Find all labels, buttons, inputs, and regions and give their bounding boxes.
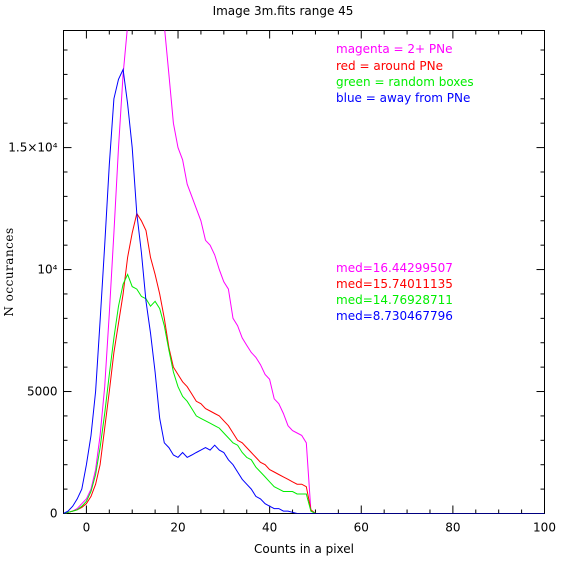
median-annotation-magenta: med=16.44299507 xyxy=(336,261,453,275)
legend-entry-blue: blue = away from PNe xyxy=(336,91,470,105)
y-tick-label: 10⁴ xyxy=(37,263,57,277)
median-annotations: med=16.44299507 med=15.74011135 med=14.7… xyxy=(336,261,453,323)
x-tick-label: 0 xyxy=(83,521,91,535)
series-line-green xyxy=(63,273,545,514)
median-annotation-blue: med=8.730467796 xyxy=(336,309,453,323)
y-axis-label: N occurances xyxy=(2,227,16,316)
x-axis-label: Counts in a pixel xyxy=(254,542,354,556)
chart-title: Image 3m.fits range 45 xyxy=(213,4,354,18)
x-tick-label: 100 xyxy=(533,521,556,535)
series-line-magenta xyxy=(63,30,545,514)
x-tick-label: 40 xyxy=(262,521,277,535)
median-annotation-green: med=14.76928711 xyxy=(336,293,453,307)
x-axis-ticks: 0 20 40 60 80 100 xyxy=(63,30,556,535)
legend-entry-magenta: magenta = 2+ PNe xyxy=(336,42,453,56)
plot-frame xyxy=(63,30,545,514)
x-tick-label: 20 xyxy=(170,521,185,535)
x-tick-label: 80 xyxy=(445,521,460,535)
legend-entry-green: green = random boxes xyxy=(336,75,474,89)
y-tick-label: 0 xyxy=(50,507,58,521)
y-tick-label: 5000 xyxy=(27,385,58,399)
series-line-red xyxy=(63,212,545,514)
x-tick-label: 60 xyxy=(354,521,369,535)
series-group xyxy=(63,30,545,514)
legend: magenta = 2+ PNe red = around PNe green … xyxy=(336,42,474,105)
legend-entry-red: red = around PNe xyxy=(336,59,443,73)
y-axis-ticks: 0 5000 10⁴ 1.5×10⁴ xyxy=(8,49,545,521)
series-line-blue xyxy=(63,67,545,514)
y-tick-label: 1.5×10⁴ xyxy=(8,141,57,155)
median-annotation-red: med=15.74011135 xyxy=(336,277,453,291)
